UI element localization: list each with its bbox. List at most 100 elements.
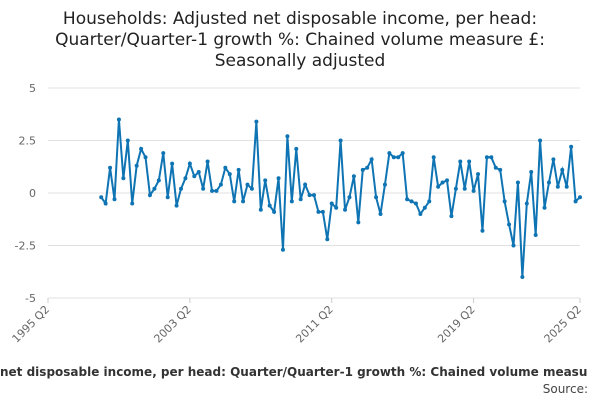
point <box>489 155 494 160</box>
point <box>471 188 476 193</box>
point <box>511 243 516 248</box>
point <box>387 151 392 156</box>
point <box>409 199 414 204</box>
point <box>546 180 551 185</box>
point <box>329 201 334 206</box>
point <box>289 199 294 204</box>
point <box>396 155 401 160</box>
point <box>276 176 281 181</box>
point <box>334 205 339 210</box>
point <box>187 161 192 166</box>
point <box>555 184 560 189</box>
point <box>303 182 308 187</box>
point <box>174 203 179 208</box>
point <box>108 165 113 170</box>
point <box>227 172 232 177</box>
point <box>134 163 139 168</box>
point <box>320 209 325 214</box>
point <box>223 165 228 170</box>
point <box>179 186 183 191</box>
point <box>183 176 188 181</box>
point <box>263 178 268 183</box>
point <box>382 182 387 187</box>
x-tick-label: 2003 Q2 <box>151 303 194 346</box>
point <box>272 209 277 214</box>
point <box>307 193 312 198</box>
point <box>312 193 316 198</box>
x-tick-label: 2019 Q2 <box>435 303 478 346</box>
point <box>533 233 538 237</box>
chart-title: Households: Adjusted net disposable inco… <box>55 9 545 71</box>
point <box>125 138 130 143</box>
point <box>218 182 223 187</box>
point <box>405 197 410 202</box>
point <box>165 195 170 200</box>
point <box>214 188 219 193</box>
point <box>507 222 512 227</box>
point <box>418 212 423 216</box>
point <box>249 186 254 191</box>
point <box>538 138 543 143</box>
y-tick-label: 5 <box>29 82 36 95</box>
point <box>569 144 574 149</box>
point <box>152 186 157 191</box>
point <box>449 214 454 219</box>
point <box>476 172 481 177</box>
point <box>254 119 259 124</box>
point <box>112 197 117 202</box>
point <box>378 212 383 216</box>
point <box>130 201 135 206</box>
point <box>116 117 121 122</box>
point <box>462 186 467 191</box>
point <box>445 178 449 183</box>
point <box>551 157 556 162</box>
point <box>413 201 418 206</box>
point <box>484 155 489 160</box>
point <box>529 170 534 174</box>
point <box>427 199 432 204</box>
point <box>267 203 272 208</box>
y-tick-label: 0 <box>29 187 36 200</box>
point <box>365 165 370 170</box>
point <box>205 159 210 164</box>
point <box>156 178 161 183</box>
point <box>440 180 445 185</box>
point <box>298 197 303 202</box>
point <box>400 151 405 156</box>
point <box>431 155 436 160</box>
point <box>325 237 330 242</box>
point <box>493 165 498 170</box>
x-axis-caption: net disposable income, per head: Quarter… <box>0 365 587 379</box>
y-tick-label: -2.5 <box>15 240 36 253</box>
point <box>103 201 108 206</box>
point <box>161 151 166 156</box>
point <box>99 195 104 200</box>
point <box>369 157 374 162</box>
source: Source: <box>543 382 588 396</box>
y-tick-label: 2.5 <box>19 135 37 148</box>
point <box>351 174 356 179</box>
point <box>147 193 152 198</box>
point <box>542 205 547 210</box>
point <box>280 247 285 252</box>
point <box>502 199 507 204</box>
point <box>294 146 299 151</box>
point <box>121 176 126 181</box>
point <box>241 199 246 204</box>
point <box>436 184 441 189</box>
point <box>458 159 463 164</box>
point <box>560 167 565 172</box>
point <box>453 186 458 191</box>
point <box>573 199 578 204</box>
point <box>285 134 290 139</box>
point <box>338 138 343 143</box>
point <box>391 155 396 160</box>
point <box>201 186 206 191</box>
point <box>515 180 520 185</box>
x-tick-label: 2011 Q2 <box>293 303 336 346</box>
point <box>196 170 201 174</box>
point <box>170 161 175 166</box>
point <box>524 201 529 206</box>
